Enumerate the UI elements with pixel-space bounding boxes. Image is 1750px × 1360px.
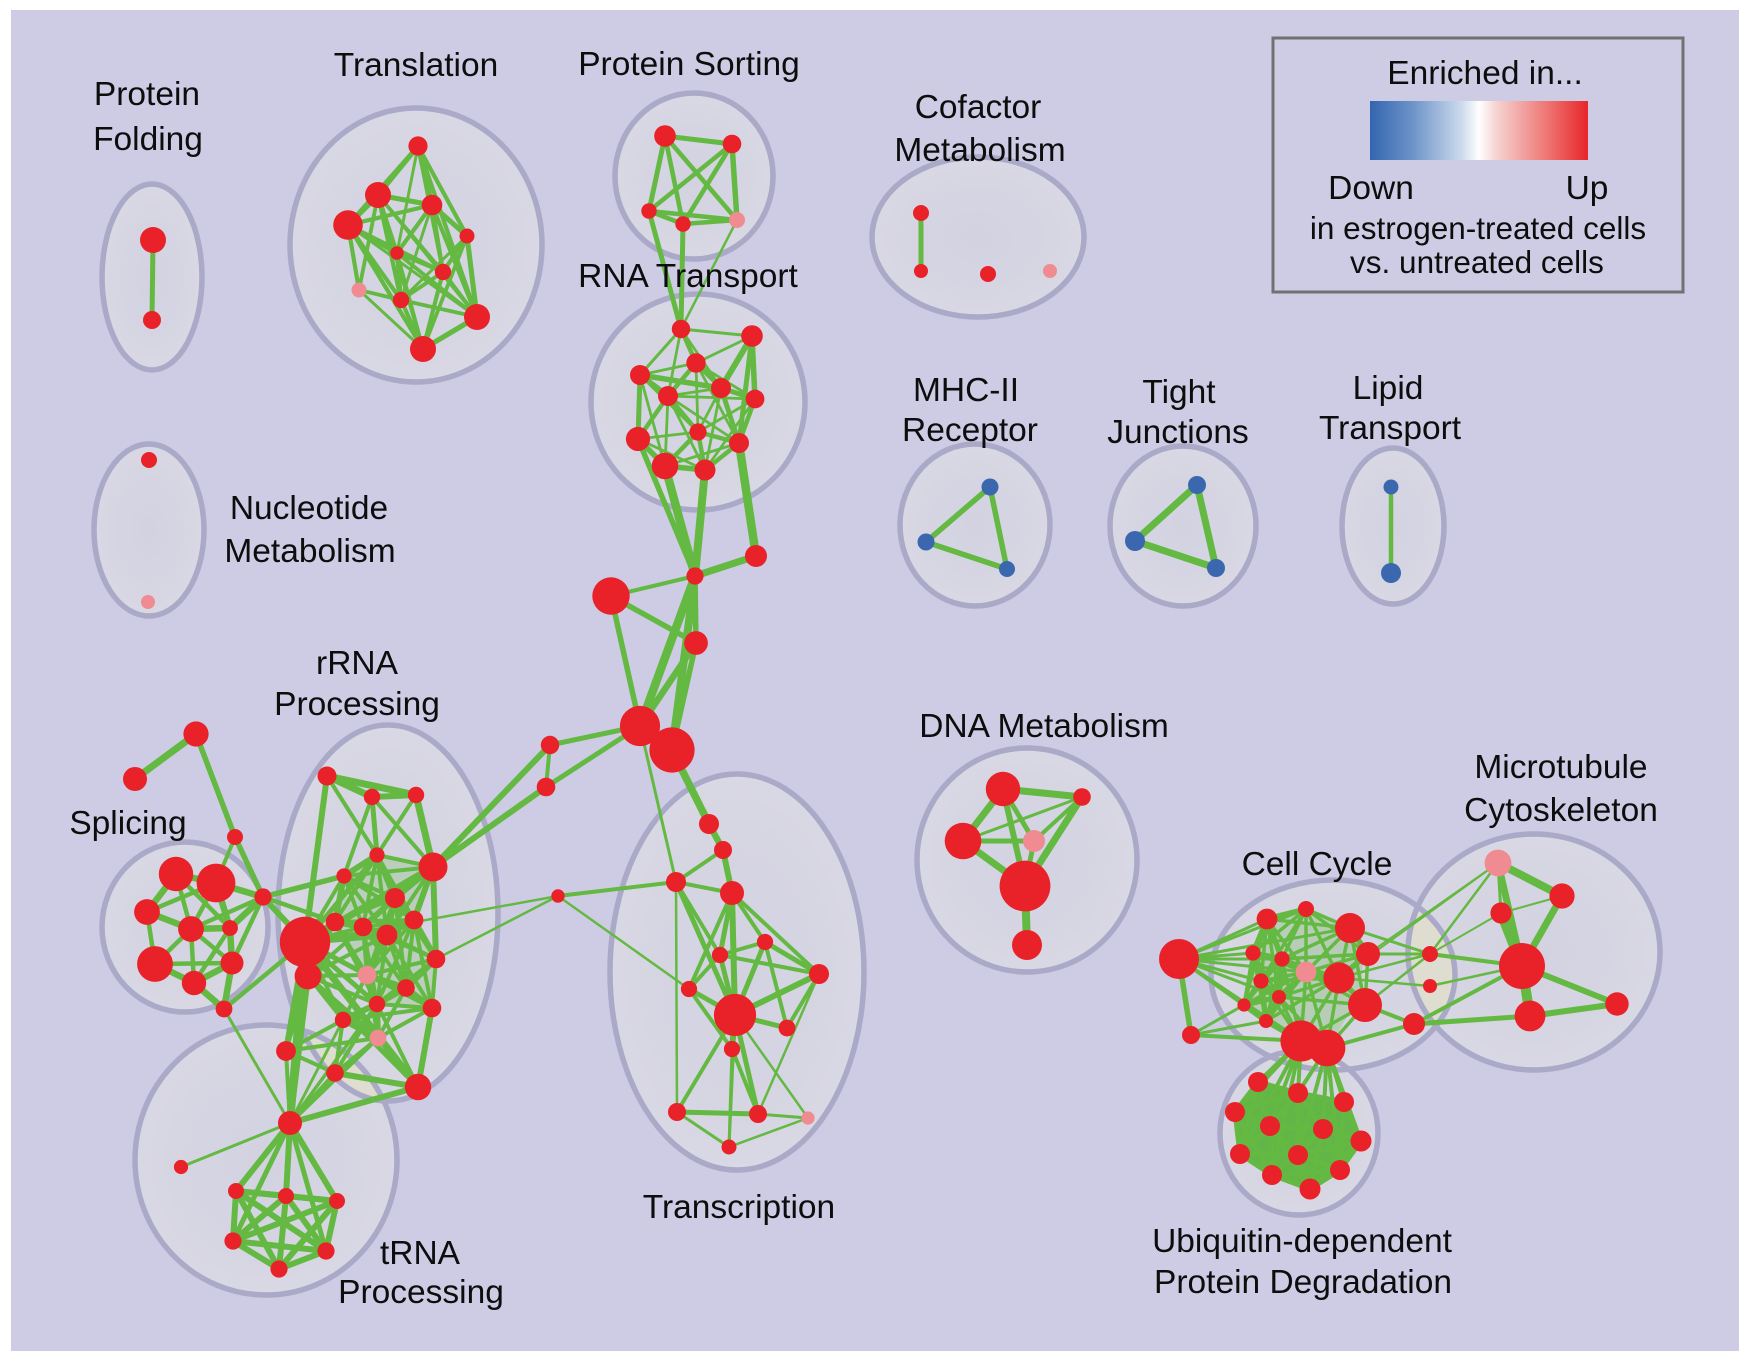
svg-text:Folding: Folding (93, 121, 203, 158)
svg-text:vs. untreated cells: vs. untreated cells (1350, 244, 1604, 280)
svg-text:Receptor: Receptor (902, 412, 1038, 449)
svg-text:Translation: Translation (334, 47, 498, 84)
svg-text:Junctions: Junctions (1107, 414, 1249, 451)
svg-text:Cofactor: Cofactor (915, 89, 1042, 126)
svg-text:Metabolism: Metabolism (894, 132, 1065, 169)
svg-text:in estrogen-treated cells: in estrogen-treated cells (1310, 210, 1646, 246)
svg-text:Protein: Protein (94, 76, 200, 113)
svg-text:Processing: Processing (274, 686, 440, 723)
svg-text:Processing: Processing (338, 1274, 504, 1311)
svg-text:Splicing: Splicing (69, 805, 186, 842)
svg-text:Metabolism: Metabolism (224, 533, 395, 570)
svg-text:Cell Cycle: Cell Cycle (1242, 846, 1393, 883)
svg-text:DNA Metabolism: DNA Metabolism (919, 708, 1168, 745)
svg-text:Lipid: Lipid (1353, 370, 1424, 407)
svg-text:Up: Up (1566, 170, 1609, 207)
svg-text:Tight: Tight (1142, 374, 1216, 411)
svg-text:Protein Degradation: Protein Degradation (1154, 1264, 1452, 1301)
svg-text:Ubiquitin-dependent: Ubiquitin-dependent (1152, 1223, 1453, 1260)
svg-text:rRNA: rRNA (316, 645, 399, 682)
svg-text:Protein Sorting: Protein Sorting (578, 46, 800, 83)
svg-text:Transcription: Transcription (643, 1189, 835, 1226)
svg-text:Cytoskeleton: Cytoskeleton (1464, 792, 1658, 829)
svg-text:Down: Down (1328, 170, 1414, 207)
svg-text:MHC-II: MHC-II (913, 372, 1019, 409)
svg-text:RNA Transport: RNA Transport (578, 258, 798, 295)
svg-text:Enriched in...: Enriched in... (1387, 55, 1583, 92)
svg-text:tRNA: tRNA (380, 1235, 461, 1272)
svg-text:Microtubule: Microtubule (1474, 749, 1647, 786)
svg-text:Transport: Transport (1319, 410, 1462, 447)
svg-text:Nucleotide: Nucleotide (230, 490, 388, 527)
